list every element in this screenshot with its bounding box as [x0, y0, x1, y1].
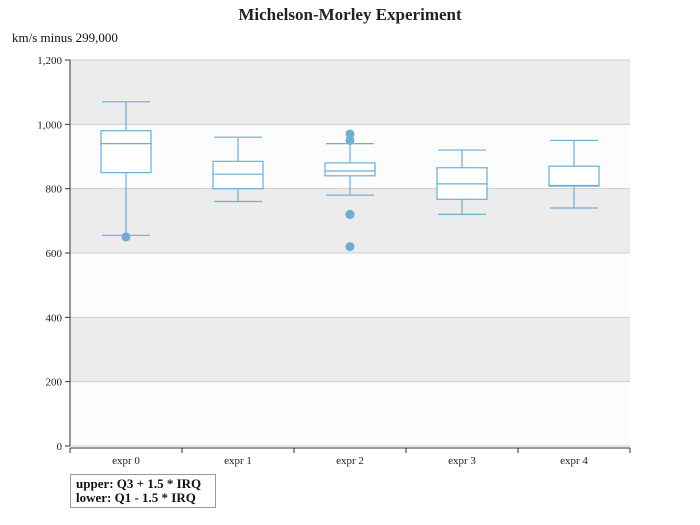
y-tick-label-4: 800	[46, 184, 63, 196]
legend-line-lower: lower: Q1 - 1.5 * IRQ	[76, 490, 196, 505]
outlier-2-3	[345, 209, 355, 219]
band-0	[70, 381, 630, 446]
box-3	[436, 149, 488, 215]
chart-title: Michelson-Morley Experiment	[238, 5, 462, 24]
y-tick-label-5: 1,000	[37, 119, 62, 131]
legend: upper: Q3 + 1.5 * IRQ lower: Q1 - 1.5 * …	[70, 474, 216, 508]
box-iqr-0	[100, 130, 152, 174]
outlier-2-0	[345, 129, 355, 139]
x-tick-label-0: expr 0	[112, 455, 140, 467]
y-tick-label-0: 0	[57, 441, 63, 453]
x-tick-label-3: expr 3	[448, 455, 476, 467]
y-tick-label-3: 600	[46, 248, 63, 260]
box-0	[100, 101, 152, 242]
box-2	[324, 129, 376, 252]
gridlines	[70, 59, 630, 447]
band-1	[70, 317, 630, 382]
y-tick-label-1: 200	[46, 377, 63, 389]
box-iqr-2	[324, 162, 376, 177]
box-iqr-4	[548, 165, 600, 187]
x-tick-label-1: expr 1	[224, 455, 252, 467]
y-ticks: 0 200 400 600 800 1,000 1,200	[37, 55, 70, 453]
outlier-2-4	[345, 242, 355, 252]
box-iqr-1	[212, 160, 264, 190]
band-2	[70, 253, 630, 318]
x-tick-label-4: expr 4	[560, 455, 588, 467]
boxes	[100, 101, 600, 252]
y-tick-label-6: 1,200	[37, 55, 62, 67]
box-1	[212, 136, 264, 203]
outlier-2-1	[345, 135, 355, 145]
y-tick-label-2: 400	[46, 312, 63, 324]
band-5	[70, 60, 630, 125]
legend-line-upper: upper: Q3 + 1.5 * IRQ	[76, 476, 202, 491]
outlier-0-0	[121, 232, 131, 242]
x-ticks: expr 0 expr 1 expr 2 expr 3 expr 4	[69, 448, 631, 467]
x-tick-label-2: expr 2	[336, 455, 364, 467]
box-4	[548, 139, 600, 209]
y-axis-label: km/s minus 299,000	[12, 30, 118, 45]
